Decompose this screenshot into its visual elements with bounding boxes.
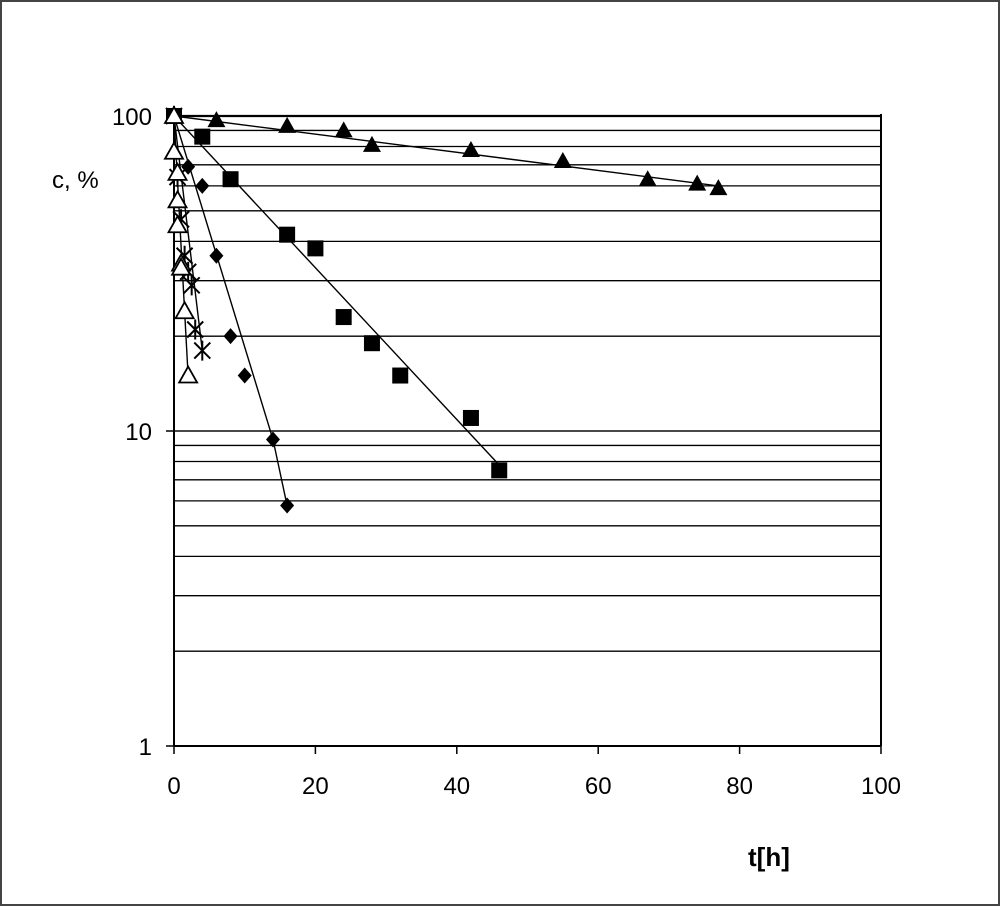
data-point-s5-2 <box>163 140 185 160</box>
data-point-s1-7 <box>553 151 572 168</box>
data-point-s5-4 <box>166 189 189 209</box>
data-point-s1-9 <box>688 174 707 191</box>
fit-lines <box>173 115 719 506</box>
data-point-s3-5 <box>223 328 238 345</box>
data-point-s1-8 <box>638 170 657 187</box>
y-tick-label: 1 <box>139 734 152 761</box>
axes <box>166 114 882 754</box>
data-point-s2-2 <box>194 128 211 145</box>
y-axis-title: c, % <box>52 167 99 194</box>
data-point-s2-6 <box>335 309 352 326</box>
data-point-s5-8 <box>174 300 196 320</box>
data-point-s1-2 <box>207 111 226 128</box>
data-point-s3-7 <box>265 431 280 448</box>
data-point-s1-10 <box>709 179 728 196</box>
data-point-s3-8 <box>280 497 295 514</box>
data-point-s5-9 <box>177 364 199 384</box>
x-tick-label: 80 <box>726 773 753 800</box>
x-tick-label: 100 <box>861 773 901 800</box>
data-point-s1-6 <box>461 140 480 157</box>
y-tick-label: 10 <box>125 419 152 446</box>
fit-line-2 <box>173 115 500 466</box>
data-point-s5-1 <box>163 105 185 124</box>
x-axis-title: t[h] <box>748 842 790 872</box>
data-point-s2-4 <box>279 226 296 243</box>
x-tick-label: 20 <box>302 773 329 800</box>
data-point-s5-3 <box>166 162 189 181</box>
data-point-s1-3 <box>278 116 297 133</box>
data-point-s3-3 <box>195 177 210 194</box>
data-point-s2-7 <box>363 335 380 352</box>
y-tick-label: 100 <box>112 104 152 131</box>
data-point-s5-7 <box>170 256 192 276</box>
x-tick-label: 60 <box>585 773 612 800</box>
data-point-s3-4 <box>209 247 224 264</box>
data-point-s1-4 <box>334 121 353 138</box>
data-point-s4-8 <box>193 340 211 361</box>
x-tick-labels: 0 20 40 60 80 100 <box>167 773 901 800</box>
data-point-s2-9 <box>462 409 479 426</box>
data-point-s4-7 <box>186 319 204 340</box>
gridlines <box>174 115 881 747</box>
x-tick-label: 40 <box>443 773 470 800</box>
data-point-s5-5 <box>166 214 189 234</box>
data-point-s2-3 <box>222 171 239 188</box>
data-point-s1-5 <box>362 135 381 152</box>
data-point-s3-6 <box>237 367 252 384</box>
data-point-s2-8 <box>392 367 409 384</box>
y-tick-labels: 1 10 100 <box>112 104 152 761</box>
data-point-s4-6 <box>182 275 201 296</box>
x-tick-label: 0 <box>167 773 180 800</box>
data-points <box>163 105 728 514</box>
fit-line-1 <box>173 115 719 187</box>
data-point-s2-5 <box>307 240 324 257</box>
data-point-s2-10 <box>491 462 508 479</box>
